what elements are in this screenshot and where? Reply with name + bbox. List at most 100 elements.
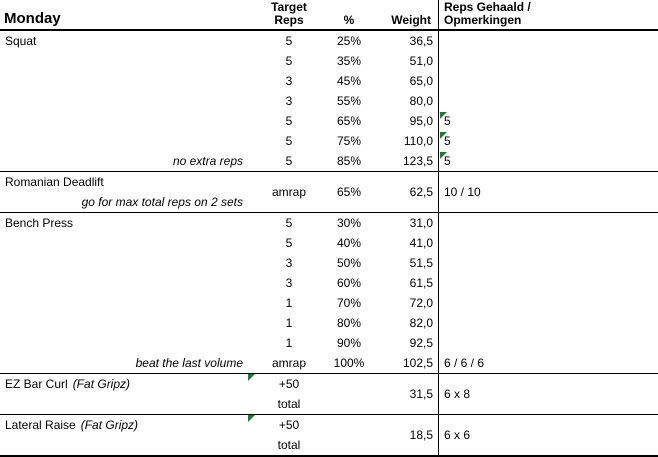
target-reps-cell[interactable]: 5: [248, 151, 330, 171]
weight-cell[interactable]: 92,5: [368, 333, 438, 353]
percent-cell-text: 70%: [336, 296, 362, 310]
weight-cell[interactable]: 110,0: [368, 131, 438, 151]
target-reps-cell[interactable]: total: [248, 435, 330, 455]
target-reps-cell[interactable]: amrap: [248, 353, 330, 373]
percent-cell-merged-text: 65%: [336, 185, 362, 199]
percent-cell[interactable]: 40%: [330, 233, 368, 253]
exercise-name-cell[interactable]: Romanian Deadlift: [0, 172, 248, 192]
target-reps-cell[interactable]: 5: [248, 233, 330, 253]
percent-cell[interactable]: 75%: [330, 131, 368, 151]
percent-cell-text: 65%: [336, 114, 362, 128]
weight-cell-merged[interactable]: 18,5: [368, 415, 438, 455]
percent-cell[interactable]: 70%: [330, 293, 368, 313]
percent-cell[interactable]: 55%: [330, 91, 368, 111]
target-reps-header-cell[interactable]: Target Reps: [248, 0, 330, 29]
percent-cell-text: 50%: [336, 256, 362, 270]
weight-cell[interactable]: 61,5: [368, 273, 438, 293]
target-reps-cell[interactable]: 1: [248, 333, 330, 353]
target-reps-cell[interactable]: 1: [248, 313, 330, 333]
result-cell-merged[interactable]: 6 x 6: [438, 415, 658, 455]
result-header-cell[interactable]: Reps Gehaald / Opmerkingen: [438, 0, 658, 29]
exercise-name-cell[interactable]: Bench Press: [0, 213, 248, 233]
target-reps-cell[interactable]: 3: [248, 253, 330, 273]
percent-cell[interactable]: 100%: [330, 353, 368, 373]
weight-cell[interactable]: 36,5: [368, 31, 438, 51]
percent-cell[interactable]: 85%: [330, 151, 368, 171]
day-title-cell[interactable]: Monday: [0, 0, 248, 29]
target-reps-cell[interactable]: 5: [248, 31, 330, 51]
weight-cell[interactable]: 72,0: [368, 293, 438, 313]
percent-cell[interactable]: 60%: [330, 273, 368, 293]
target-reps-cell[interactable]: 5: [248, 111, 330, 131]
target-reps-cell-text: 1: [285, 336, 293, 350]
percent-cell-merged[interactable]: 65%: [330, 172, 368, 212]
target-reps-cell-text: +50: [278, 418, 300, 432]
note-cell[interactable]: no extra reps: [0, 151, 248, 171]
note-cell[interactable]: beat the last volume: [0, 353, 248, 373]
percent-cell[interactable]: 50%: [330, 253, 368, 273]
percent-cell[interactable]: 80%: [330, 313, 368, 333]
weight-cell[interactable]: 41,0: [368, 233, 438, 253]
target-header-line2: Reps: [274, 13, 304, 27]
result-cell-merged-text: 6 x 8: [444, 387, 471, 401]
cell-flag-icon: [440, 132, 447, 139]
result-cell-text: 5: [444, 114, 451, 128]
weight-cell-text: 123,5: [402, 154, 433, 168]
weight-cell[interactable]: 82,0: [368, 313, 438, 333]
target-reps-cell[interactable]: 5: [248, 131, 330, 151]
percent-cell[interactable]: 90%: [330, 333, 368, 353]
result-cell-merged[interactable]: 10 / 10: [438, 172, 658, 212]
weight-cell[interactable]: 31,0: [368, 213, 438, 233]
target-reps-cell-text: 5: [285, 216, 293, 230]
result-cell[interactable]: 5: [438, 111, 658, 131]
target-reps-cell[interactable]: +50: [248, 415, 330, 435]
exercise-name-cell[interactable]: Squat: [0, 31, 248, 51]
target-reps-cell-text: 1: [285, 296, 293, 310]
weight-cell-text: 80,0: [409, 94, 433, 108]
exercise-name-cell[interactable]: EZ Bar Curl (Fat Gripz): [0, 374, 248, 394]
target-reps-cell[interactable]: +50: [248, 374, 330, 394]
weight-cell[interactable]: 51,0: [368, 51, 438, 71]
weight-cell[interactable]: 51,5: [368, 253, 438, 273]
weight-cell-merged[interactable]: 31,5: [368, 374, 438, 414]
result-header-line1: Reps Gehaald /: [444, 0, 531, 14]
percent-header-cell[interactable]: %: [330, 0, 368, 29]
weight-cell-merged[interactable]: 62,5: [368, 172, 438, 212]
result-cell[interactable]: 5: [438, 131, 658, 151]
target-reps-cell[interactable]: 3: [248, 71, 330, 91]
target-reps-cell[interactable]: 3: [248, 273, 330, 293]
percent-cell[interactable]: 45%: [330, 71, 368, 91]
result-cell[interactable]: 6 / 6 / 6: [438, 353, 658, 373]
target-reps-cell-text: 3: [285, 256, 293, 270]
target-reps-cell-text: 5: [285, 134, 293, 148]
target-reps-cell[interactable]: 1: [248, 293, 330, 313]
cell-flag-icon: [248, 415, 255, 422]
weight-cell[interactable]: 65,0: [368, 71, 438, 91]
result-cell-merged[interactable]: 6 x 8: [438, 374, 658, 414]
percent-cell[interactable]: 35%: [330, 51, 368, 71]
target-reps-cell[interactable]: 3: [248, 91, 330, 111]
percent-cell[interactable]: 65%: [330, 111, 368, 131]
weight-cell[interactable]: 102,5: [368, 353, 438, 373]
note-cell-text: no extra reps: [172, 154, 243, 168]
weight-cell[interactable]: 80,0: [368, 91, 438, 111]
percent-header-label: %: [343, 13, 355, 27]
target-reps-cell-merged[interactable]: amrap: [248, 172, 330, 212]
percent-cell[interactable]: 30%: [330, 213, 368, 233]
percent-cell[interactable]: 25%: [330, 31, 368, 51]
percent-cell-text: 80%: [336, 316, 362, 330]
note-cell[interactable]: go for max total reps on 2 sets: [0, 192, 248, 212]
target-reps-cell[interactable]: 5: [248, 51, 330, 71]
weight-header-cell[interactable]: Weight: [368, 0, 438, 29]
exercise-name-cell[interactable]: Lateral Raise (Fat Gripz): [0, 415, 248, 435]
cell-flag-icon: [440, 152, 447, 159]
result-cell[interactable]: 5: [438, 151, 658, 171]
exercise-name: Lateral Raise: [5, 418, 76, 432]
exercise-name-note: (Fat Gripz): [72, 377, 131, 391]
target-reps-cell[interactable]: total: [248, 394, 330, 414]
day-title: Monday: [4, 10, 61, 27]
weight-cell[interactable]: 123,5: [368, 151, 438, 171]
target-reps-cell[interactable]: 5: [248, 213, 330, 233]
weight-cell[interactable]: 95,0: [368, 111, 438, 131]
target-reps-cell-text: 1: [285, 316, 293, 330]
